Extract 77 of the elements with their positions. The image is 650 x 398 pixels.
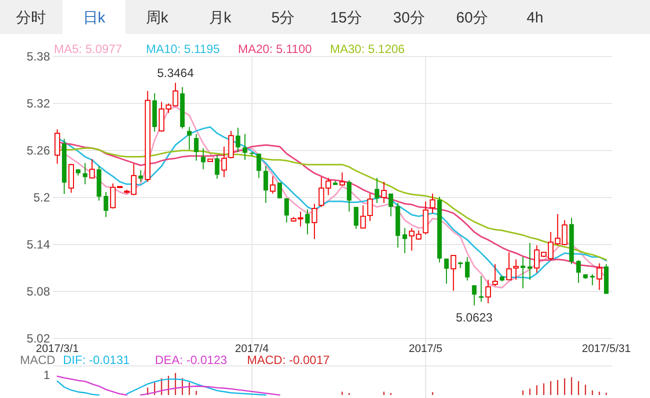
y-tick-label: 5.38 xyxy=(26,50,50,64)
candlestick xyxy=(194,134,199,162)
text: 60分 xyxy=(456,10,488,26)
x-tick-label: 2017/5/31 xyxy=(582,343,631,355)
candlestick xyxy=(138,170,143,182)
candlestick xyxy=(430,193,436,214)
candlestick xyxy=(450,254,456,292)
candlestick xyxy=(388,193,394,217)
candlestick xyxy=(520,256,526,289)
candlestick xyxy=(590,274,595,286)
candlestick xyxy=(528,242,532,280)
text: MACD: -0.0017 xyxy=(247,353,330,367)
candlestick xyxy=(478,275,484,302)
candlestick xyxy=(339,172,346,186)
candlestick xyxy=(89,158,95,180)
candlestick xyxy=(256,153,262,178)
text: 15分 xyxy=(330,10,362,26)
x-tick-label: 2017/4 xyxy=(235,343,269,355)
candlestick xyxy=(221,146,227,178)
text: MA5: 5.0977 xyxy=(54,42,122,56)
text: 4h xyxy=(526,10,544,26)
text: MA10: 5.1195 xyxy=(146,42,220,56)
candlestick xyxy=(54,128,60,164)
candlestick xyxy=(576,260,581,284)
candlestick xyxy=(214,154,220,180)
candlestick xyxy=(200,148,206,170)
candlestick xyxy=(513,258,519,280)
candlestick xyxy=(485,279,491,304)
text: 5分 xyxy=(271,10,295,26)
text: MA30: 5.1206 xyxy=(330,42,406,56)
candlestick xyxy=(104,192,108,218)
candlestick xyxy=(242,134,248,160)
annotation: 5.0623 xyxy=(456,310,493,324)
candlestick xyxy=(374,177,380,204)
y-tick-label: 5.32 xyxy=(26,96,50,110)
candlestick xyxy=(492,264,498,287)
y-tick-label: 5.08 xyxy=(26,284,50,298)
candlestick xyxy=(236,127,240,153)
candlestick xyxy=(360,204,366,229)
candlestick xyxy=(381,181,387,204)
text: 1 xyxy=(43,368,50,382)
text: MA20: 5.1100 xyxy=(238,42,312,56)
candlestick xyxy=(444,258,449,284)
candlestick xyxy=(187,126,192,150)
series-label: DIF: -0.0131 xyxy=(63,353,130,367)
candlestick xyxy=(263,166,268,204)
candlestick xyxy=(284,198,289,224)
candlestick xyxy=(472,284,477,306)
chart-title: MACD xyxy=(20,353,56,367)
text: 30分 xyxy=(393,10,425,26)
candlestick xyxy=(422,200,428,235)
candlestick xyxy=(465,256,470,282)
text: 分时 xyxy=(16,10,46,26)
y-tick-label: 5.26 xyxy=(26,144,50,158)
candlestick xyxy=(270,176,276,194)
candlestick xyxy=(402,228,408,254)
text: 周k xyxy=(146,10,169,26)
annotation: 5.3464 xyxy=(157,66,194,80)
candlestick xyxy=(346,180,352,212)
candlestick xyxy=(68,163,74,194)
candlestick xyxy=(367,193,373,222)
y-tick-label: 5.2 xyxy=(33,190,50,204)
series-label: DEA: -0.0123 xyxy=(155,353,228,367)
text: 月k xyxy=(208,10,232,26)
x-tick-label: 2017/5 xyxy=(408,343,442,355)
x-tick-label: 2017/3/1 xyxy=(36,343,79,355)
candlestick xyxy=(82,162,88,185)
candlestick xyxy=(506,252,512,280)
candlestick xyxy=(228,130,234,159)
candlestick xyxy=(277,182,282,199)
text: 日k xyxy=(82,10,106,26)
candlestick xyxy=(312,203,318,240)
candlestick xyxy=(596,262,602,290)
y-tick-label: 5.02 xyxy=(26,332,50,346)
candlestick xyxy=(354,206,358,230)
y-tick-label: 5.14 xyxy=(26,238,50,252)
candlestick xyxy=(305,208,310,235)
